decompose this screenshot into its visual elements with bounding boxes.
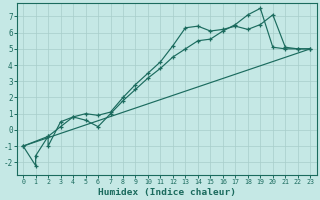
X-axis label: Humidex (Indice chaleur): Humidex (Indice chaleur)	[98, 188, 236, 197]
